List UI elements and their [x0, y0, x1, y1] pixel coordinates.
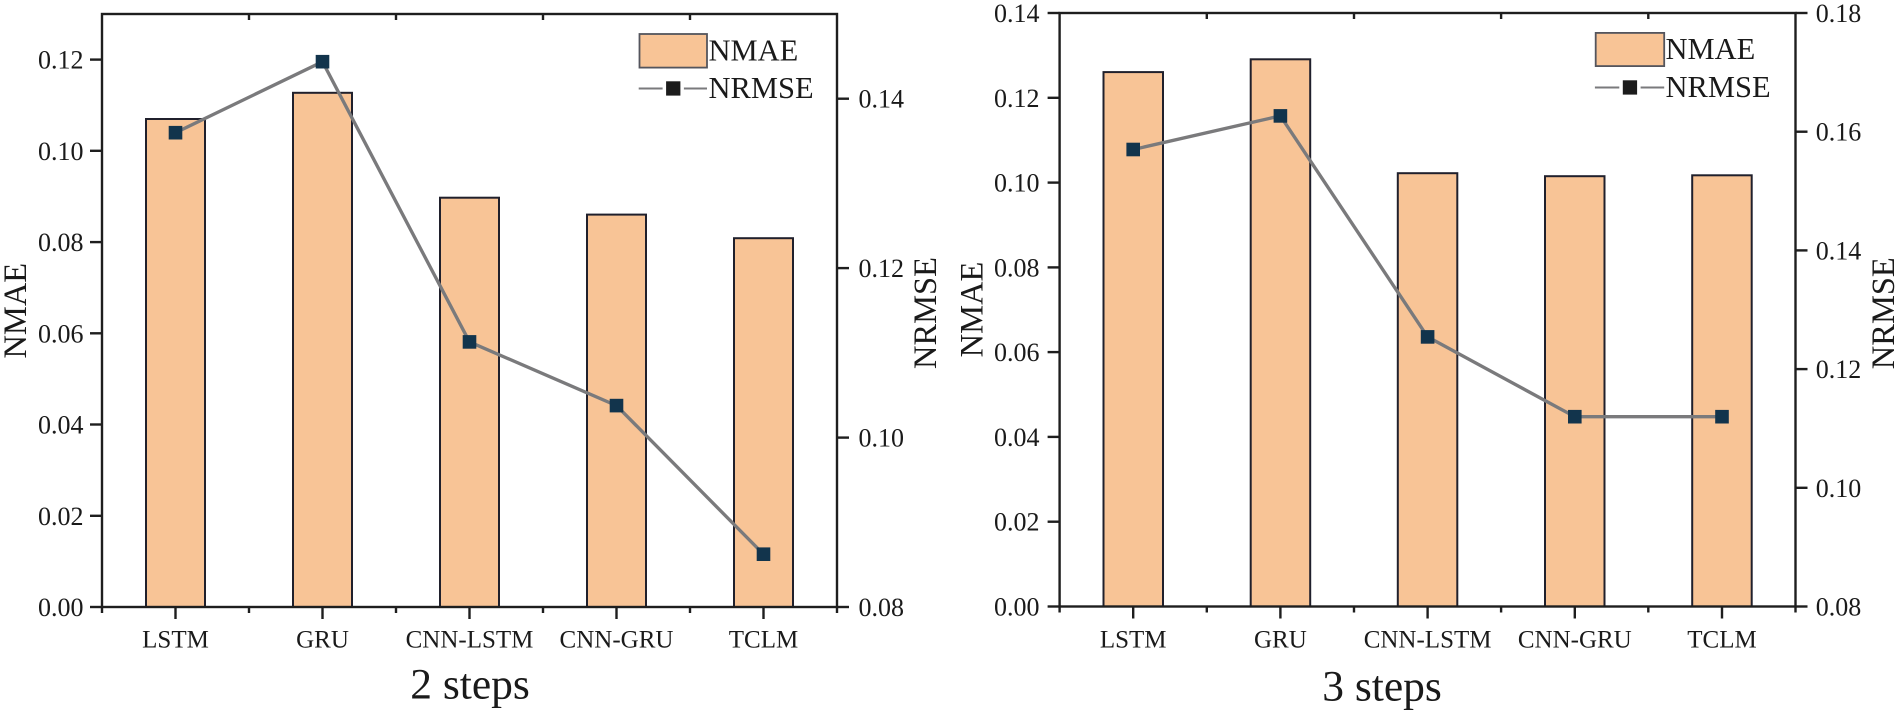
svg-text:0.08: 0.08 [1816, 593, 1862, 622]
svg-text:TCLM: TCLM [1687, 626, 1756, 653]
svg-text:LSTM: LSTM [142, 626, 209, 653]
svg-text:0.18: 0.18 [1816, 0, 1862, 28]
svg-text:0.10: 0.10 [38, 137, 84, 166]
svg-text:0.08: 0.08 [994, 253, 1040, 282]
svg-text:TCLM: TCLM [729, 626, 798, 653]
svg-text:0.14: 0.14 [1816, 236, 1862, 265]
svg-text:0.12: 0.12 [859, 254, 905, 283]
svg-text:LSTM: LSTM [1100, 626, 1167, 653]
svg-text:0.04: 0.04 [994, 423, 1040, 452]
svg-text:0.00: 0.00 [38, 593, 84, 622]
svg-text:0.10: 0.10 [1816, 474, 1862, 503]
svg-text:0.02: 0.02 [38, 502, 84, 531]
svg-text:NMAE: NMAE [709, 33, 799, 67]
svg-text:0.04: 0.04 [38, 411, 84, 440]
svg-text:0.02: 0.02 [994, 508, 1040, 537]
svg-text:0.08: 0.08 [859, 593, 905, 622]
svg-text:CNN-GRU: CNN-GRU [560, 626, 674, 653]
svg-text:0.12: 0.12 [38, 46, 84, 75]
svg-text:2 steps: 2 steps [410, 660, 530, 708]
svg-text:3 steps: 3 steps [1322, 662, 1442, 710]
svg-text:CNN-LSTM: CNN-LSTM [1364, 626, 1492, 653]
svg-text:0.10: 0.10 [994, 169, 1040, 198]
svg-text:NRMSE: NRMSE [709, 71, 814, 105]
svg-text:0.16: 0.16 [1816, 118, 1862, 147]
svg-text:NRMSE: NRMSE [908, 257, 944, 369]
svg-text:0.12: 0.12 [994, 84, 1040, 113]
svg-text:NRMSE: NRMSE [1666, 70, 1771, 104]
svg-text:CNN-GRU: CNN-GRU [1518, 626, 1632, 653]
svg-text:0.06: 0.06 [38, 319, 84, 348]
svg-text:GRU: GRU [1254, 626, 1307, 653]
svg-text:0.14: 0.14 [859, 85, 905, 114]
svg-text:0.10: 0.10 [859, 424, 905, 453]
svg-text:0.14: 0.14 [994, 0, 1040, 28]
svg-text:0.12: 0.12 [1816, 355, 1862, 384]
svg-text:NMAE: NMAE [0, 263, 34, 359]
svg-text:CNN-LSTM: CNN-LSTM [406, 626, 534, 653]
svg-text:0.00: 0.00 [994, 593, 1040, 622]
svg-text:NMAE: NMAE [1666, 32, 1756, 66]
svg-text:NRMSE: NRMSE [1866, 257, 1900, 369]
svg-text:NMAE: NMAE [955, 262, 991, 358]
svg-text:0.06: 0.06 [994, 338, 1040, 367]
svg-text:0.08: 0.08 [38, 228, 84, 257]
svg-text:GRU: GRU [296, 626, 349, 653]
